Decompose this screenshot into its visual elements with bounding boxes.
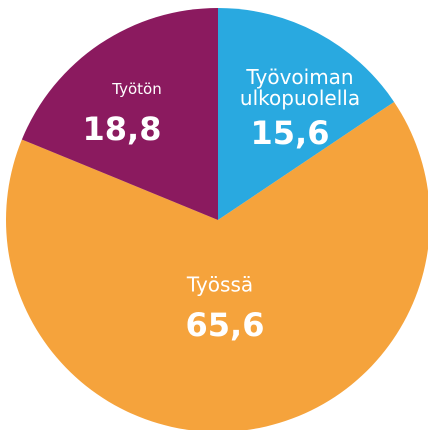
value-label: 18,8: [82, 110, 162, 149]
value-label: 65,6: [185, 306, 265, 345]
slice-label: Työtön: [112, 80, 162, 99]
slice-label: Työssä: [186, 272, 254, 297]
pie-slice: [6, 101, 428, 430]
pie-slice: [21, 8, 218, 220]
pie-slice: [218, 8, 395, 220]
value-label: 15,6: [250, 114, 330, 153]
slice-label: Työvoiman ulkopuolella: [239, 65, 361, 110]
